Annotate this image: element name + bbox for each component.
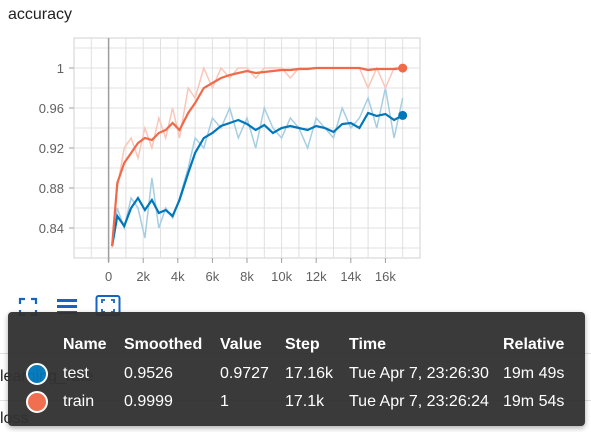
row-value: 1: [220, 393, 229, 410]
row-name: train: [63, 393, 95, 410]
row-name: test: [63, 365, 89, 382]
series-line-train: [111, 66, 403, 247]
tooltip-row-test: test 0.9526 0.9727 17.16k Tue Apr 7, 23:…: [8, 363, 585, 389]
series-endpoint-train: [398, 63, 408, 73]
x-tick-label: 10k: [271, 269, 292, 284]
chart-card-title: accuracy: [8, 6, 73, 23]
row-time: Tue Apr 7, 23:26:24: [349, 393, 489, 410]
column-smoothed: Smoothed: [124, 336, 203, 353]
hover-tooltip: Name Smoothed Value Step Time Relative t…: [8, 312, 585, 426]
row-step: 17.16k: [285, 365, 334, 382]
tooltip-row-train: train 0.9999 1 17.1k Tue Apr 7, 23:26:24…: [8, 391, 585, 417]
fullscreen-icon[interactable]: [17, 296, 39, 318]
series-color-swatch: [26, 391, 48, 413]
row-relative: 19m 49s: [503, 365, 565, 382]
x-tick-label: 12k: [306, 269, 327, 284]
x-tick-label: 16k: [375, 269, 396, 284]
y-tick-label: 1: [57, 61, 64, 76]
series-line-test: [111, 111, 404, 247]
accuracy-chart[interactable]: 0 2k 4k 6k 8k 10k 12k 14k 16k 0.84 0.88 0.92 0.96 1: [0, 0, 591, 300]
series-endpoint-test: [398, 110, 408, 120]
column-relative: Relative: [503, 336, 565, 353]
row-smoothed: 0.9999: [124, 393, 173, 410]
x-tick-label: 6k: [206, 269, 220, 284]
x-tick-label: 4k: [171, 269, 185, 284]
y-tick-label: 0.88: [39, 181, 64, 196]
row-smoothed: 0.9526: [124, 365, 173, 382]
x-tick-label: 14k: [340, 269, 361, 284]
row-relative: 19m 54s: [503, 393, 565, 410]
x-tick-label: 8k: [240, 269, 254, 284]
x-tick-label: 2k: [136, 269, 150, 284]
column-value: Value: [220, 336, 262, 353]
y-tick-label: 0.96: [39, 101, 64, 116]
column-time: Time: [349, 336, 387, 353]
tooltip-header-row: Name Smoothed Value Step Time Relative: [8, 336, 585, 360]
series-raw-line-test: [111, 87, 404, 249]
x-tick-label: 0: [105, 269, 112, 284]
y-tick-label: 0.92: [39, 141, 64, 156]
row-step: 17.1k: [285, 393, 325, 410]
y-tick-label: 0.84: [39, 221, 64, 236]
column-name: Name: [63, 336, 107, 353]
row-time: Tue Apr 7, 23:26:30: [349, 365, 489, 382]
column-step: Step: [285, 336, 320, 353]
series-raw-line-train: [111, 65, 403, 249]
row-value: 0.9727: [220, 365, 269, 382]
series-color-swatch: [26, 363, 48, 385]
